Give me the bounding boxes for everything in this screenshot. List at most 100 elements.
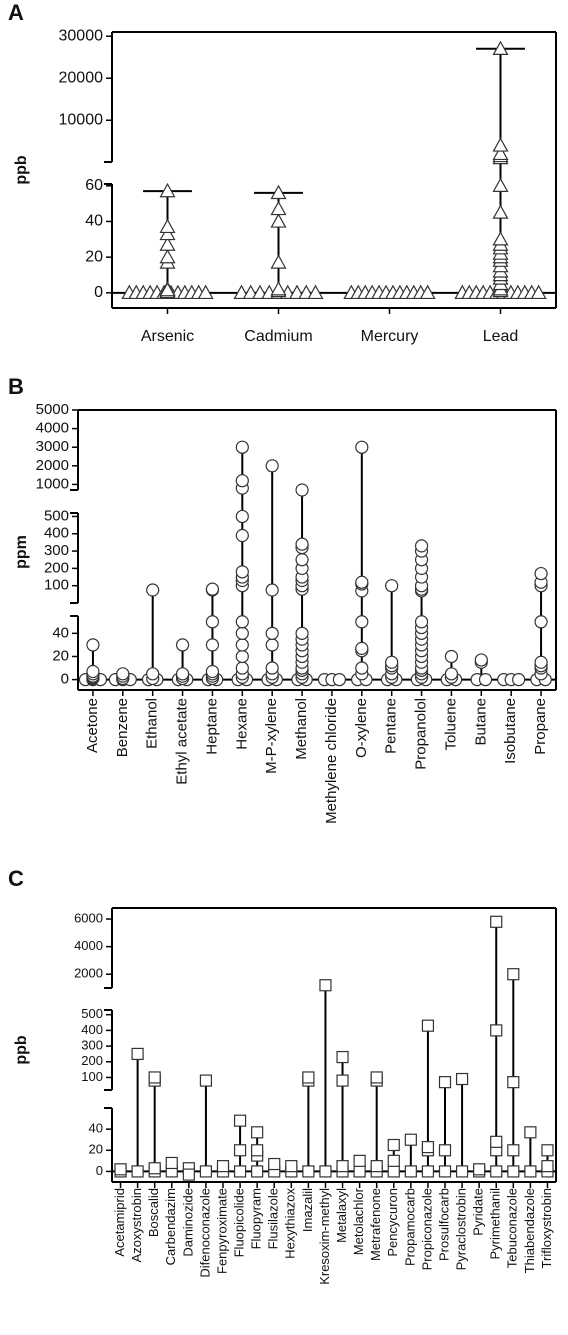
y-tick-label: 30000	[59, 27, 104, 44]
point	[233, 1165, 247, 1178]
point	[235, 615, 249, 629]
y-axis-label: ppb	[13, 155, 30, 185]
y-tick-label: 0	[94, 284, 103, 301]
point	[438, 1076, 452, 1089]
point	[490, 1135, 503, 1148]
point	[235, 565, 249, 579]
point	[507, 1165, 520, 1178]
point	[270, 200, 287, 216]
point	[490, 1024, 503, 1037]
point	[205, 638, 220, 652]
point	[235, 661, 249, 675]
x-tick-label: Hexane	[233, 698, 250, 750]
point	[251, 1126, 264, 1139]
y-tick-label: 2000	[74, 966, 103, 981]
point	[490, 1165, 503, 1178]
x-tick-label: Toluene	[442, 698, 459, 751]
point	[285, 1160, 298, 1173]
point	[165, 1156, 178, 1170]
point	[492, 40, 509, 56]
x-tick-label: Arsenic	[141, 328, 194, 345]
point	[302, 1165, 315, 1178]
point	[295, 537, 309, 551]
point	[492, 177, 509, 192]
point	[302, 1071, 315, 1084]
y-tick-label: 4000	[36, 420, 69, 437]
point	[492, 145, 509, 161]
point	[146, 667, 160, 681]
point	[251, 1165, 264, 1178]
point	[295, 483, 309, 497]
point	[524, 1165, 537, 1178]
x-tick-label: Pyridate	[471, 1188, 486, 1236]
x-tick-label: Pencycuron	[385, 1188, 400, 1257]
point	[353, 1165, 366, 1178]
point	[541, 1160, 554, 1173]
point	[492, 231, 509, 246]
point	[387, 1138, 400, 1152]
x-tick-label: Methylene chloride	[323, 698, 340, 824]
point	[444, 667, 459, 681]
x-tick-label: Isobutane	[502, 698, 519, 764]
point	[235, 638, 249, 652]
x-tick-label: M-P-xylene	[263, 698, 280, 774]
x-tick-label: Tebuconazole	[505, 1188, 520, 1268]
y-tick-label: 4000	[74, 938, 103, 953]
x-tick-label: Metrafenone	[368, 1188, 383, 1261]
point	[307, 284, 324, 300]
point	[235, 440, 249, 454]
x-tick-label: Lead	[483, 328, 519, 345]
y-tick-label: 400	[81, 1022, 103, 1037]
y-axis-label: ppb	[13, 1035, 30, 1065]
point	[265, 583, 279, 597]
point	[370, 1160, 383, 1173]
x-tick-label: Azoxystrobin	[129, 1188, 144, 1262]
point	[404, 1165, 417, 1178]
x-tick-label: Carbendazim	[163, 1188, 178, 1265]
x-tick-label: Propamocarb	[402, 1188, 417, 1266]
y-tick-label: 20	[85, 248, 103, 265]
point	[270, 184, 287, 200]
point	[507, 968, 520, 981]
point	[265, 638, 279, 652]
x-tick-label: Propane	[532, 698, 549, 755]
y-tick-label: 500	[81, 1006, 103, 1021]
point	[421, 1165, 435, 1178]
point	[233, 1144, 247, 1157]
point	[438, 1144, 452, 1157]
point	[131, 1047, 144, 1061]
point	[86, 664, 100, 679]
point	[265, 661, 279, 675]
point	[370, 1071, 383, 1084]
y-tick-label: 40	[52, 624, 69, 641]
point	[492, 137, 509, 152]
y-tick-label: 300	[44, 542, 69, 559]
x-tick-label: Flusilazole	[266, 1188, 281, 1249]
x-tick-label: Daminozide	[180, 1188, 195, 1257]
x-tick-label: Metolachlor	[351, 1187, 366, 1255]
y-tick-label: 100	[81, 1069, 103, 1084]
panel-label: B	[8, 374, 24, 399]
point	[530, 284, 547, 300]
y-tick-label: 300	[81, 1038, 103, 1053]
x-tick-label: Fluopicolide	[232, 1188, 247, 1257]
point	[197, 284, 214, 300]
y-tick-label: 400	[44, 525, 69, 542]
point	[336, 1050, 349, 1064]
x-tick-label: Acetone	[84, 698, 101, 753]
point	[148, 1162, 161, 1175]
x-tick-label: Imazalil	[300, 1188, 315, 1232]
point	[319, 979, 332, 992]
point	[159, 225, 176, 241]
x-tick-label: Boscalid	[146, 1188, 161, 1237]
y-tick-label: 0	[61, 671, 69, 688]
x-tick-label: Pentane	[383, 698, 400, 754]
x-tick-label: Acetamiprid	[112, 1188, 127, 1257]
y-tick-label: 60	[85, 177, 103, 194]
point	[235, 509, 249, 524]
point	[414, 615, 429, 629]
x-tick-label: Difenoconazole	[197, 1188, 212, 1278]
point	[216, 1160, 230, 1173]
